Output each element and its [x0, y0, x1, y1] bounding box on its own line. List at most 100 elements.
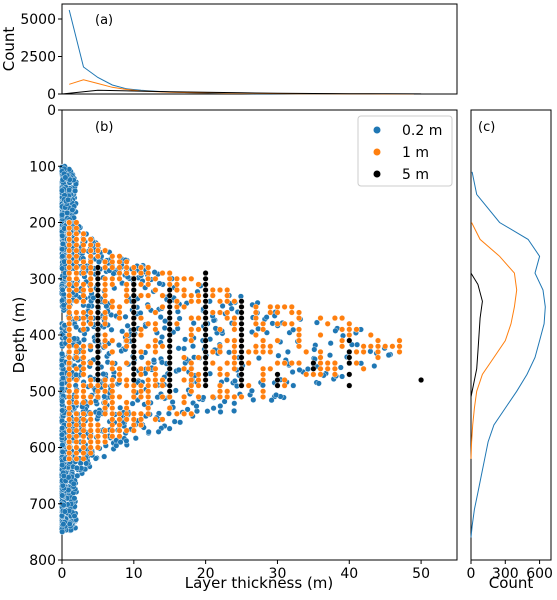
scatter-point-1m — [66, 219, 73, 226]
scatter-point-5m — [418, 377, 425, 384]
panel-c: 0 300 600 (c) Count — [467, 109, 553, 592]
scatter-point-0-2m — [60, 521, 67, 528]
scatter-point-1m — [145, 343, 152, 350]
scatter-point-1m — [109, 382, 116, 389]
scatter-point-1m — [130, 427, 137, 434]
scatter-point-5m — [166, 365, 173, 372]
scatter-point-1m — [102, 292, 109, 299]
scatter-point-0-2m — [154, 394, 161, 401]
panel-c-x-tick-label: 600 — [526, 566, 553, 582]
scatter-point-1m — [137, 270, 144, 277]
scatter-point-1m — [123, 343, 130, 350]
scatter-point-1m — [346, 332, 353, 339]
scatter-point-1m — [66, 292, 73, 299]
scatter-point-1m — [94, 382, 101, 389]
scatter-point-0-2m — [175, 345, 182, 352]
scatter-point-1m — [87, 444, 94, 451]
scatter-point-5m — [166, 382, 173, 389]
panel-a-y-axis-title: Count — [0, 27, 18, 72]
scatter-point-1m — [181, 393, 188, 400]
legend: 0.2 m 1 m 5 m — [357, 115, 453, 187]
scatter-point-1m — [73, 377, 80, 384]
scatter-point-0-2m — [137, 310, 144, 317]
scatter-point-5m — [238, 365, 245, 372]
scatter-point-1m — [73, 236, 80, 243]
scatter-point-0-2m — [231, 378, 238, 385]
scatter-point-1m — [123, 399, 130, 406]
scatter-point-1m — [116, 422, 123, 429]
scatter-point-1m — [331, 371, 338, 378]
scatter-point-0-2m — [71, 335, 78, 342]
scatter-point-1m — [181, 287, 188, 294]
scatter-point-0-2m — [73, 324, 80, 331]
scatter-point-1m — [66, 337, 73, 344]
scatter-point-1m — [66, 427, 73, 434]
scatter-point-1m — [324, 360, 331, 367]
scatter-point-0-2m — [263, 314, 270, 321]
scatter-point-0-2m — [255, 355, 262, 362]
panel-c-x-axis-title: Count — [489, 574, 534, 592]
scatter-point-1m — [339, 337, 346, 344]
scatter-point-1m — [102, 281, 109, 288]
scatter-point-1m — [195, 292, 202, 299]
scatter-point-0-2m — [250, 396, 257, 403]
scatter-point-0-2m — [73, 371, 80, 378]
scatter-point-5m — [202, 298, 209, 305]
scatter-point-1m — [396, 343, 403, 350]
scatter-point-1m — [102, 427, 109, 434]
panel-b-y-tick-label: 0 — [47, 103, 56, 119]
scatter-point-1m — [216, 287, 223, 294]
scatter-point-1m — [173, 287, 180, 294]
scatter-point-0-2m — [200, 394, 207, 401]
scatter-point-1m — [66, 433, 73, 440]
scatter-point-1m — [102, 320, 109, 327]
scatter-point-1m — [260, 337, 267, 344]
scatter-point-1m — [73, 450, 80, 457]
panel-c-line-1m — [470, 222, 518, 459]
scatter-point-5m — [130, 343, 137, 350]
scatter-point-1m — [73, 348, 80, 355]
scatter-point-5m — [166, 292, 173, 299]
scatter-point-5m — [94, 315, 101, 322]
scatter-point-1m — [267, 343, 274, 350]
scatter-point-1m — [109, 433, 116, 440]
scatter-point-1m — [224, 371, 231, 378]
scatter-point-1m — [94, 253, 101, 260]
scatter-point-1m — [66, 371, 73, 378]
scatter-point-1m — [109, 281, 116, 288]
scatter-point-1m — [231, 360, 238, 367]
scatter-point-0-2m — [60, 375, 67, 382]
scatter-point-1m — [66, 230, 73, 237]
scatter-point-1m — [80, 433, 87, 440]
scatter-point-1m — [109, 348, 116, 355]
scatter-point-0-2m — [296, 366, 303, 373]
scatter-point-1m — [145, 270, 152, 277]
scatter-point-0-2m — [59, 286, 66, 293]
scatter-point-1m — [73, 315, 80, 322]
scatter-point-1m — [87, 281, 94, 288]
panel-b-x-tick-label: 50 — [412, 566, 430, 582]
scatter-point-1m — [137, 292, 144, 299]
scatter-point-1m — [209, 292, 216, 299]
scatter-point-1m — [73, 275, 80, 282]
scatter-point-1m — [109, 399, 116, 406]
scatter-point-0-2m — [85, 303, 92, 310]
scatter-point-1m — [102, 287, 109, 294]
scatter-point-1m — [260, 377, 267, 384]
scatter-point-1m — [145, 377, 152, 384]
scatter-point-1m — [66, 241, 73, 248]
scatter-point-1m — [145, 410, 152, 417]
scatter-point-1m — [173, 298, 180, 305]
scatter-point-0-2m — [59, 380, 66, 387]
scatter-point-1m — [296, 309, 303, 316]
scatter-point-1m — [102, 264, 109, 271]
scatter-point-1m — [102, 337, 109, 344]
scatter-point-1m — [137, 416, 144, 423]
scatter-point-5m — [94, 281, 101, 288]
scatter-point-1m — [224, 298, 231, 305]
scatter-point-5m — [94, 303, 101, 310]
panel-c-label: (c) — [478, 120, 495, 135]
scatter-point-1m — [152, 326, 159, 333]
scatter-point-5m — [130, 360, 137, 367]
scatter-point-1m — [188, 377, 195, 384]
